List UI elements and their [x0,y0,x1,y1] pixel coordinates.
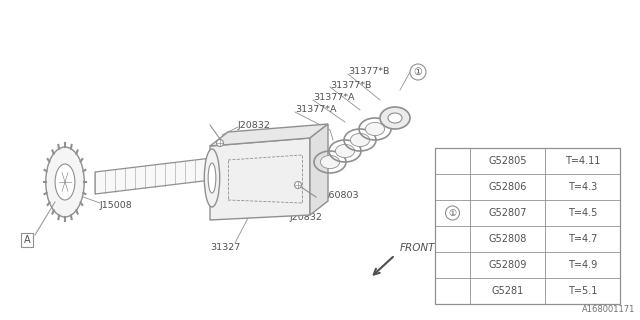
Circle shape [410,64,426,80]
Text: 31377*A: 31377*A [313,93,355,102]
Text: 31377*A: 31377*A [295,106,337,115]
Circle shape [445,206,460,220]
Text: A168001171: A168001171 [582,305,635,314]
Ellipse shape [365,122,385,136]
Polygon shape [310,124,328,215]
Text: G52807: G52807 [488,208,527,218]
Text: J15008: J15008 [100,201,132,210]
Text: G5281: G5281 [492,286,524,296]
Ellipse shape [351,133,370,147]
Text: G52809: G52809 [488,260,527,270]
Ellipse shape [45,147,84,217]
Ellipse shape [204,149,220,207]
Text: A: A [24,235,30,245]
Text: T=4.7: T=4.7 [568,234,597,244]
Text: G52805: G52805 [488,156,527,166]
Text: G52806: G52806 [488,182,527,192]
Polygon shape [95,148,295,194]
Ellipse shape [388,113,402,123]
Text: T=5.1: T=5.1 [568,286,597,296]
Text: J20832: J20832 [238,121,271,130]
Polygon shape [210,124,328,146]
Ellipse shape [335,144,355,157]
Text: 31377*B: 31377*B [348,68,389,76]
Text: ①: ① [449,209,456,218]
Text: J20832: J20832 [290,213,323,222]
Text: T=4.3: T=4.3 [568,182,597,192]
Bar [435,148,620,304]
Text: FRONT: FRONT [400,243,435,253]
Ellipse shape [380,107,410,129]
Text: ①: ① [413,67,422,77]
Polygon shape [210,138,310,220]
Text: 31327: 31327 [210,244,240,252]
Ellipse shape [321,156,340,169]
Ellipse shape [208,163,216,193]
Ellipse shape [216,140,223,147]
Text: T=4.5: T=4.5 [568,208,597,218]
Text: G52808: G52808 [488,234,527,244]
Text: 31377*B: 31377*B [330,81,371,90]
Text: A60803: A60803 [323,191,360,201]
Ellipse shape [55,164,75,200]
Text: T=4.11: T=4.11 [565,156,600,166]
Ellipse shape [294,181,301,188]
Text: T=4.9: T=4.9 [568,260,597,270]
